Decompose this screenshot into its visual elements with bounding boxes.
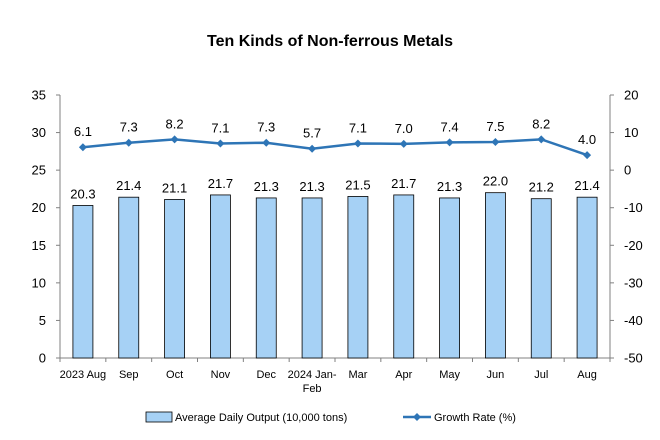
- bar-average-daily-output: [301, 197, 323, 359]
- y-left-tick-label: 20: [32, 200, 46, 215]
- line-data-label: 7.3: [257, 120, 275, 135]
- bar-average-daily-output: [576, 196, 598, 359]
- legend-line-label: Growth Rate (%): [434, 412, 516, 424]
- y-left-tick-label: 35: [32, 88, 46, 103]
- bar-average-daily-output: [485, 192, 506, 359]
- bar-average-daily-output: [164, 199, 185, 359]
- bar-data-label: 21.3: [299, 179, 324, 194]
- x-tick-label: Feb: [303, 383, 322, 395]
- line-data-label: 7.0: [395, 121, 413, 136]
- growth-rate-point: [78, 143, 87, 152]
- line-data-label: 6.1: [74, 124, 92, 139]
- bar-data-label: 21.4: [574, 178, 599, 193]
- bar-average-daily-output: [439, 197, 460, 359]
- bar-data-label: 21.3: [254, 179, 279, 194]
- x-tick-label: 2024 Jan-: [288, 369, 337, 381]
- growth-rate-point: [537, 135, 546, 144]
- growth-rate-line: [82, 138, 588, 157]
- bar-average-daily-output: [530, 198, 552, 359]
- x-tick-label: Jun: [487, 369, 505, 381]
- line-data-label: 4.0: [578, 132, 596, 147]
- growth-rate-point: [399, 139, 408, 148]
- bar-average-daily-output: [393, 194, 415, 359]
- y-left-tick-label: 0: [39, 351, 46, 366]
- bar-data-label: 21.7: [391, 176, 416, 191]
- legend-bar-label: Average Daily Output (10,000 tons): [175, 412, 347, 424]
- line-data-label: 7.3: [120, 120, 138, 135]
- y-right-tick-label: 10: [624, 125, 638, 140]
- growth-rate-point: [353, 139, 362, 148]
- growth-rate-point: [216, 139, 225, 148]
- y-right-tick-label: -20: [624, 238, 643, 253]
- y-right-tick-label: 20: [624, 88, 638, 103]
- bar-average-daily-output: [210, 194, 231, 359]
- bar-data-label: 21.5: [345, 177, 370, 192]
- bar-average-daily-output: [255, 197, 277, 359]
- x-tick-label: Mar: [348, 369, 367, 381]
- y-right-tick-label: -30: [624, 275, 643, 290]
- bar-data-label: 21.7: [208, 176, 233, 191]
- line-data-label: 8.2: [532, 116, 550, 131]
- growth-rate-point: [262, 138, 271, 147]
- y-right-tick-label: -50: [624, 351, 643, 366]
- x-tick-label: Jul: [534, 369, 548, 381]
- chart-title: Ten Kinds of Non-ferrous Metals: [207, 33, 453, 50]
- line-data-label: 7.4: [441, 119, 459, 134]
- bar-average-daily-output: [72, 205, 94, 359]
- legend-bar-swatch: [145, 411, 173, 423]
- x-tick-label: 2023 Aug: [60, 369, 107, 381]
- y-left-tick-label: 25: [32, 163, 46, 178]
- growth-rate-point: [445, 138, 454, 147]
- y-right-tick-label: -10: [624, 200, 643, 215]
- y-left-tick-label: 5: [39, 313, 46, 328]
- y-right-tick-label: 0: [624, 163, 631, 178]
- x-tick-label: Dec: [256, 369, 276, 381]
- x-tick-label: Aug: [577, 369, 597, 381]
- bar-data-label: 20.3: [70, 186, 95, 201]
- line-data-label: 8.2: [166, 116, 184, 131]
- bar-average-daily-output: [347, 196, 369, 359]
- x-tick-label: Oct: [166, 369, 183, 381]
- x-tick-label: Nov: [211, 369, 231, 381]
- growth-rate-point: [491, 137, 500, 146]
- line-data-label: 5.7: [303, 126, 321, 141]
- legend-line-marker: [413, 413, 421, 421]
- y-right-tick-label: -40: [624, 313, 643, 328]
- bar-data-label: 21.1: [162, 180, 187, 195]
- bar-data-label: 21.2: [529, 180, 554, 195]
- x-tick-label: May: [439, 369, 460, 381]
- bar-data-label: 21.4: [116, 178, 141, 193]
- growth-rate-point: [170, 135, 179, 144]
- line-data-label: 7.1: [211, 120, 229, 135]
- bar-data-label: 22.0: [483, 174, 508, 189]
- bar-data-label: 21.3: [437, 179, 462, 194]
- y-left-tick-label: 30: [32, 125, 46, 140]
- y-left-tick-label: 15: [32, 238, 46, 253]
- x-tick-label: Apr: [395, 369, 412, 381]
- y-left-tick-label: 10: [32, 275, 46, 290]
- growth-rate-point: [124, 138, 133, 147]
- line-data-label: 7.1: [349, 120, 367, 135]
- growth-rate-point: [583, 151, 592, 160]
- line-data-label: 7.5: [486, 119, 504, 134]
- x-tick-label: Sep: [119, 369, 139, 381]
- growth-rate-point: [308, 144, 317, 153]
- bar-average-daily-output: [118, 196, 140, 359]
